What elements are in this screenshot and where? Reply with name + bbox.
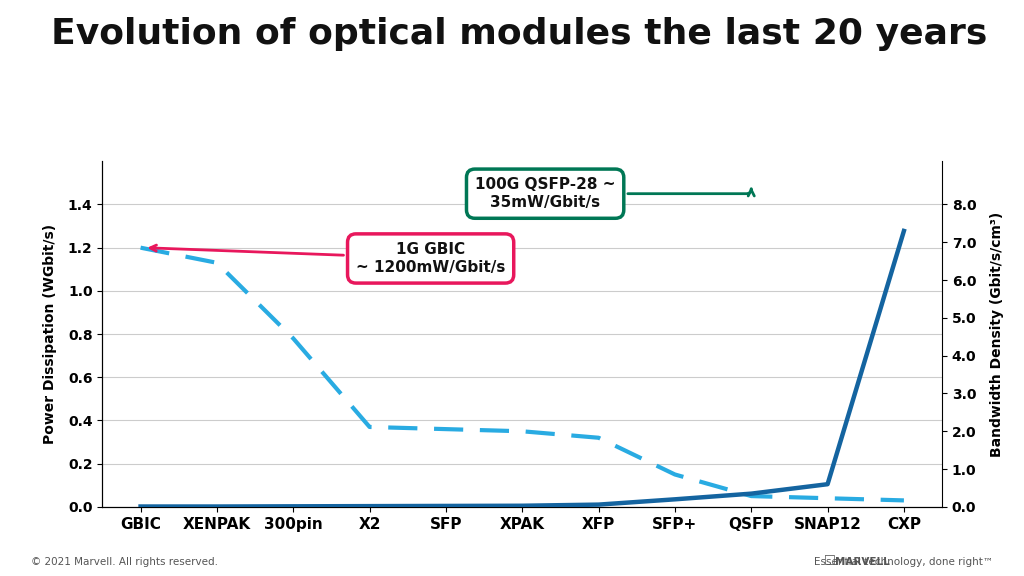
Text: MARVELL: MARVELL [835, 558, 889, 567]
Text: 1G GBIC
~ 1200mW/Gbit/s: 1G GBIC ~ 1200mW/Gbit/s [151, 242, 505, 275]
Text: □: □ [824, 552, 836, 566]
Text: Essential technology, done right™: Essential technology, done right™ [814, 558, 993, 567]
Text: Evolution of optical modules the last 20 years: Evolution of optical modules the last 20… [51, 17, 987, 51]
Y-axis label: Power Dissipation (WGbit/s): Power Dissipation (WGbit/s) [43, 224, 56, 444]
Text: © 2021 Marvell. All rights reserved.: © 2021 Marvell. All rights reserved. [31, 558, 218, 567]
Y-axis label: Bandwidth Density (Gbit/s/cm³): Bandwidth Density (Gbit/s/cm³) [990, 211, 1005, 457]
Text: 100G QSFP-28 ~
35mW/Gbit/s: 100G QSFP-28 ~ 35mW/Gbit/s [475, 177, 755, 210]
